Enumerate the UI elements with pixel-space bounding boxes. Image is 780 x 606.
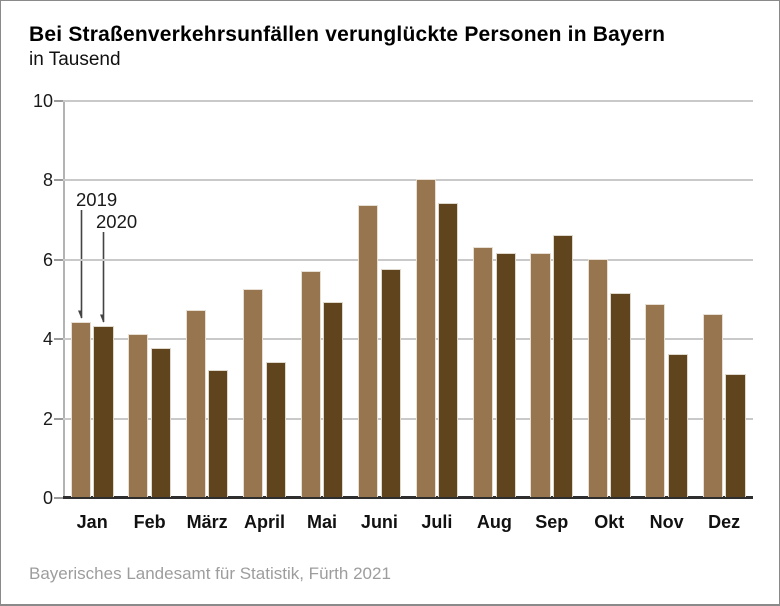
y-tick-4 (54, 338, 63, 341)
gridline-2 (63, 417, 753, 420)
bar-2020-März (208, 369, 229, 497)
bar-2020-Mai (323, 302, 344, 497)
bar-2019-Sep (530, 252, 551, 497)
bar-2020-April (265, 362, 286, 497)
bar-2019-April (243, 288, 264, 497)
chart-title: Bei Straßenverkehrsunfällen verunglückte… (29, 23, 666, 46)
bar-2019-Okt (587, 258, 609, 497)
bar-2020-Jan (93, 326, 114, 497)
month-label-Dez: Dez (708, 512, 741, 532)
bar-2019-Mai (300, 270, 321, 497)
y-tick-8 (54, 179, 63, 182)
y-tick-2 (54, 417, 63, 420)
bar-2020-Nov (667, 354, 689, 497)
y-tick-label-0: 0 (42, 488, 53, 508)
y-tick-0 (54, 497, 63, 499)
month-label-April: April (244, 512, 286, 532)
y-tick-label-6: 6 (42, 249, 53, 270)
x-axis-baseline (63, 496, 753, 499)
bar-2020-Aug (495, 252, 516, 497)
y-tick-label-8: 8 (42, 170, 53, 191)
bar-2020-Juni (380, 268, 401, 497)
bar-2019-Juli (415, 179, 436, 497)
month-label-Okt: Okt (594, 512, 625, 532)
y-tick-label-2: 2 (42, 408, 53, 429)
gridline-8 (63, 179, 753, 182)
annotation-label-2019: 2019 (76, 189, 117, 210)
month-label-Jan: Jan (76, 512, 108, 532)
gridline-10 (63, 100, 753, 102)
source-note: Bayerisches Landesamt für Statistik, Für… (29, 564, 391, 583)
month-label-Juni: Juni (360, 512, 398, 532)
bar-2020-Sep (553, 234, 574, 497)
y-tick-label-4: 4 (42, 329, 53, 350)
chart-subtitle: in Tausend (29, 49, 121, 70)
bar-2020-Okt (610, 292, 631, 497)
gridline-4 (63, 338, 753, 341)
bar-2020-Feb (150, 348, 172, 497)
bar-2019-Juni (358, 205, 379, 497)
y-tick-label-10: 10 (32, 91, 53, 111)
plot-area: 2019 2020 0 2 4 6 8 10 Jan Feb März April Mai Juni J… (33, 91, 753, 532)
month-label-Nov: Nov (649, 512, 684, 532)
bar-2019-Nov (645, 304, 666, 497)
month-label-Sep: Sep (535, 512, 569, 532)
bar-2019-Aug (472, 246, 494, 497)
y-tick-6 (54, 258, 63, 261)
annotation-label-2020: 2020 (96, 211, 137, 232)
bar-2019-Dez (702, 314, 723, 497)
bar-2020-Dez (725, 373, 746, 497)
month-label-Mai: Mai (306, 512, 338, 532)
month-label-Feb: Feb (133, 512, 166, 532)
gridline-6 (63, 258, 753, 261)
bar-2019-Jan (70, 322, 91, 497)
month-label-Aug: Aug (476, 512, 512, 532)
month-label-Juli: Juli (421, 512, 453, 532)
month-label-März: März (186, 512, 228, 532)
bar-2020-Juli (438, 203, 459, 497)
bar-2019-Feb (128, 334, 149, 497)
y-axis-line (63, 101, 65, 498)
y-tick-10 (54, 100, 63, 102)
bar-2019-März (185, 310, 206, 497)
